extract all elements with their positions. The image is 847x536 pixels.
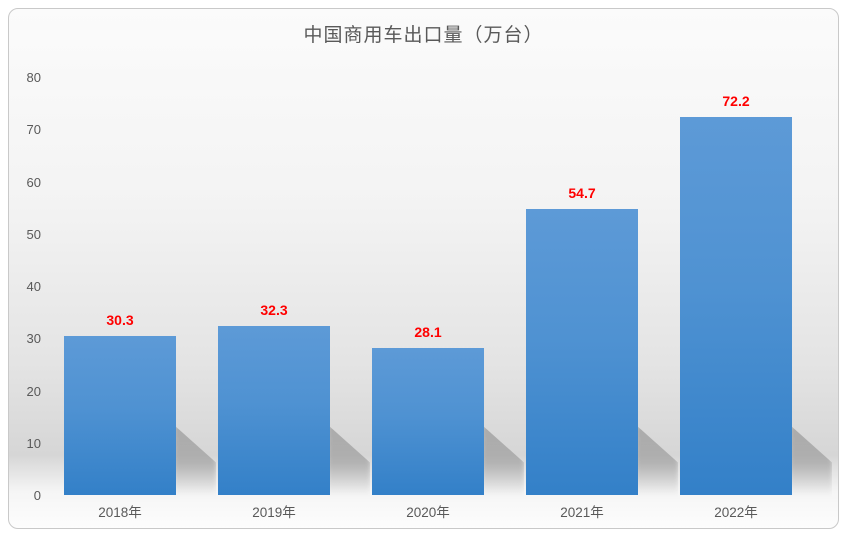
y-axis-tick-label: 70	[26, 122, 41, 138]
y-axis-tick-label: 0	[33, 488, 41, 503]
x-axis-category-label: 2022年	[714, 505, 758, 520]
bar-perspective-shadow	[790, 425, 832, 497]
bar-slot: 32.3	[197, 9, 370, 497]
bar-2022年	[680, 117, 792, 495]
value-label: 72.2	[722, 93, 750, 109]
x-axis-category-label: 2021年	[560, 505, 604, 520]
x-axis-category-label: 2019年	[252, 505, 296, 520]
y-axis-tick-label: 20	[26, 383, 41, 399]
bar-slot: 30.3	[43, 9, 216, 497]
chart-frame: 中国商用车出口量（万台） 0 10 20 30 40 50 60 70 80 30.3 32.3 2…	[8, 8, 839, 529]
bar-2019年	[218, 326, 330, 495]
y-axis-tick-label: 10	[26, 435, 41, 451]
chart-title: 中国商用车出口量（万台）	[303, 25, 544, 46]
x-axis-category-label: 2018年	[98, 505, 142, 520]
x-axis-category-label: 2020年	[406, 505, 450, 520]
bar-2021年	[526, 209, 638, 495]
value-label: 54.7	[568, 185, 596, 201]
bar-2018年	[64, 336, 176, 495]
y-axis-tick-label: 50	[26, 226, 41, 242]
y-axis-tick-label: 30	[26, 331, 41, 347]
value-label: 28.1	[414, 324, 442, 340]
bar-slot: 72.2	[659, 9, 832, 497]
bar-slot: 28.1	[351, 9, 524, 497]
y-axis-tick-label: 80	[26, 70, 41, 85]
value-label: 30.3	[106, 312, 134, 328]
y-axis-tick-label: 40	[26, 279, 41, 294]
y-axis-tick-label: 60	[26, 174, 41, 190]
value-label: 32.3	[260, 302, 288, 318]
bar-2020年	[372, 348, 484, 495]
bar-slot: 54.7	[505, 9, 678, 497]
